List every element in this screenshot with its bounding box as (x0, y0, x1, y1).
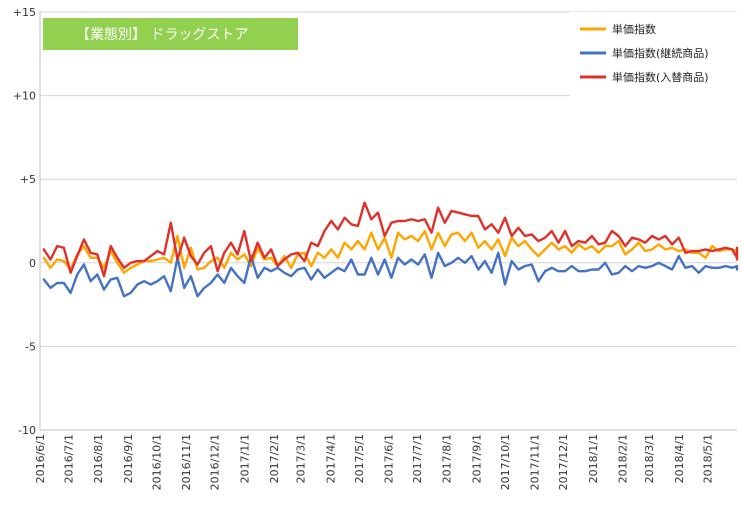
x-tick-label: 2018/4/1 (673, 434, 686, 483)
x-tick-label: 2016/8/1 (92, 434, 105, 483)
x-tick-label: 2016/10/1 (150, 434, 163, 490)
legend-label-0: 単価指数 (612, 22, 656, 36)
x-tick-label: 2017/3/1 (295, 434, 308, 483)
x-tick-label: 2017/8/1 (441, 434, 454, 483)
legend-background (570, 12, 738, 98)
x-tick-label: 2018/3/1 (643, 434, 656, 483)
x-tick-label: 2018/1/1 (587, 434, 600, 483)
y-tick-label: +5 (20, 173, 36, 186)
x-tick-label: 2017/7/1 (411, 434, 424, 483)
x-tick-label: 2016/6/1 (34, 434, 47, 483)
x-tick-label: 2017/2/1 (268, 434, 281, 483)
x-tick-label: 2016/11/1 (180, 434, 193, 490)
x-tick-label: 2017/4/1 (324, 434, 337, 483)
gridlines (39, 11, 737, 431)
series-line-2 (42, 201, 739, 278)
legend-label-2: 単価指数(入替商品) (612, 70, 709, 84)
x-tick-label: 2016/12/1 (209, 434, 222, 490)
y-tick-label: 0 (29, 257, 36, 270)
x-tick-label: 2017/9/1 (470, 434, 483, 483)
x-tick-label: 2017/12/1 (557, 434, 570, 490)
x-tick-label: 2017/1/1 (238, 434, 251, 483)
x-tick-label: 2016/9/1 (122, 434, 135, 483)
x-tick-label: 2017/11/1 (529, 434, 542, 490)
y-tick-label: -5 (25, 340, 36, 353)
y-tick-label: -10 (18, 424, 36, 437)
x-tick-label: 2018/5/1 (701, 434, 714, 483)
y-axis-tick-labels: +15 +10 +5 0 -5 -10 (13, 6, 36, 437)
x-axis-tick-labels: 2016/6/1 2016/7/1 2016/8/1 2016/9/1 2016/10/… (34, 434, 714, 490)
x-tick-label: 2018/2/1 (616, 434, 629, 483)
chart-title-box: 【業態別】 ドラッグストア (43, 18, 298, 50)
y-tick-label: +10 (13, 90, 36, 103)
legend-label-1: 単価指数(継続商品) (612, 46, 709, 60)
chart-title: 【業態別】 ドラッグストア (76, 27, 248, 43)
x-tick-label: 2017/10/1 (499, 434, 512, 490)
x-tick-label: 2016/7/1 (63, 434, 76, 483)
series-line-0 (42, 229, 739, 274)
x-tick-label: 2017/6/1 (383, 434, 396, 483)
chart-title-background (43, 18, 298, 50)
series-lines (42, 201, 739, 298)
y-tick-label: +15 (13, 6, 36, 19)
x-tick-label: 2017/5/1 (353, 434, 366, 483)
series-line-1 (42, 251, 739, 298)
